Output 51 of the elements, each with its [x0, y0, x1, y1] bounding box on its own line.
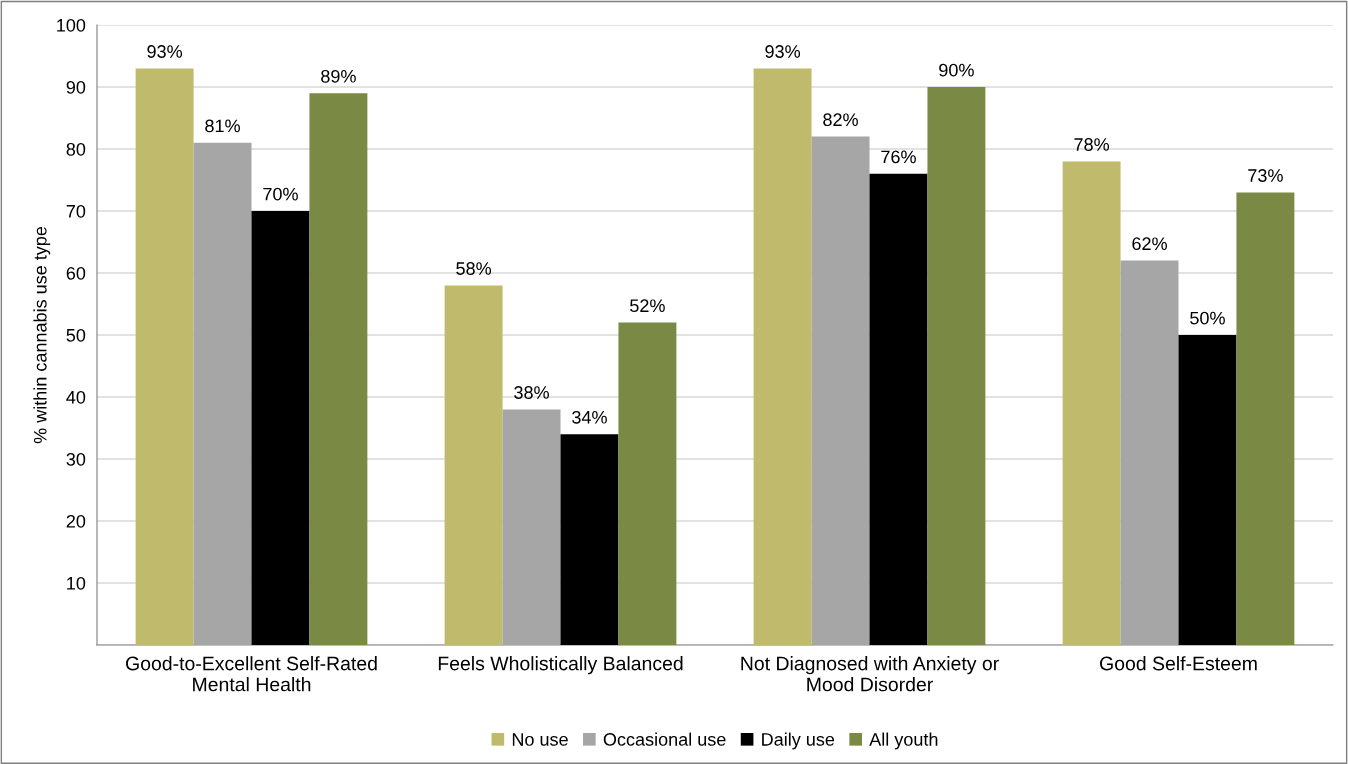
y-tick-label: 80: [66, 142, 86, 156]
data-label: 62%: [1132, 237, 1167, 251]
bar: [251, 211, 310, 645]
y-tick-label: 70: [66, 204, 86, 218]
data-label: 82%: [823, 113, 858, 127]
data-label: 73%: [1248, 169, 1283, 182]
legend-label: Daily use: [762, 732, 835, 750]
bar: [1062, 161, 1121, 645]
data-label: 90%: [939, 63, 974, 77]
y-tick-label: 90: [66, 80, 86, 94]
data-label: 52%: [630, 299, 665, 313]
data-label: 70%: [263, 187, 298, 201]
bar: [927, 87, 986, 645]
y-tick-label: 20: [66, 514, 86, 528]
bar: [193, 142, 252, 645]
x-tick-label: Good-to-Excellent Self-Rated Mental Health: [126, 656, 377, 692]
bar: [753, 68, 812, 645]
data-label: 89%: [321, 69, 356, 83]
x-tick-label: Good Self-Esteem: [1100, 656, 1257, 671]
y-tick-label: 50: [66, 328, 86, 342]
y-tick-label: 60: [66, 266, 86, 280]
bar: [869, 173, 928, 645]
y-tick-label: 30: [66, 452, 86, 466]
bar: [502, 409, 561, 645]
y-tick-label: 40: [66, 390, 86, 404]
x-tick-label: Not Diagnosed with Anxiety or Mood Disorder: [741, 656, 999, 692]
x-tick-label: Feels Wholistically Balanced: [438, 656, 683, 675]
legend-label: No use: [512, 733, 568, 746]
bar: [618, 322, 677, 645]
bar: [444, 285, 503, 645]
data-label: 78%: [1074, 138, 1110, 151]
bar: [1178, 335, 1237, 645]
bar: [560, 434, 619, 645]
data-label: 93%: [147, 45, 183, 58]
data-label: 58%: [456, 262, 492, 275]
data-label: 50%: [1190, 311, 1225, 325]
bar: [135, 68, 194, 645]
data-label: 76%: [881, 150, 916, 164]
data-label: 34%: [572, 410, 607, 424]
y-tick-label: 100: [57, 18, 86, 32]
data-label: 81%: [205, 119, 240, 133]
y-tick-label: 10: [67, 576, 86, 590]
legend-label: All youth: [869, 732, 938, 750]
bar: [309, 93, 368, 645]
data-label: 93%: [765, 45, 801, 58]
bar: [1236, 192, 1295, 645]
bar: [1120, 260, 1179, 645]
bar: [811, 136, 870, 645]
data-label: 38%: [514, 386, 549, 399]
legend-label: Occasional use: [603, 732, 726, 746]
y-axis-title: % within cannabis use type: [33, 226, 51, 444]
